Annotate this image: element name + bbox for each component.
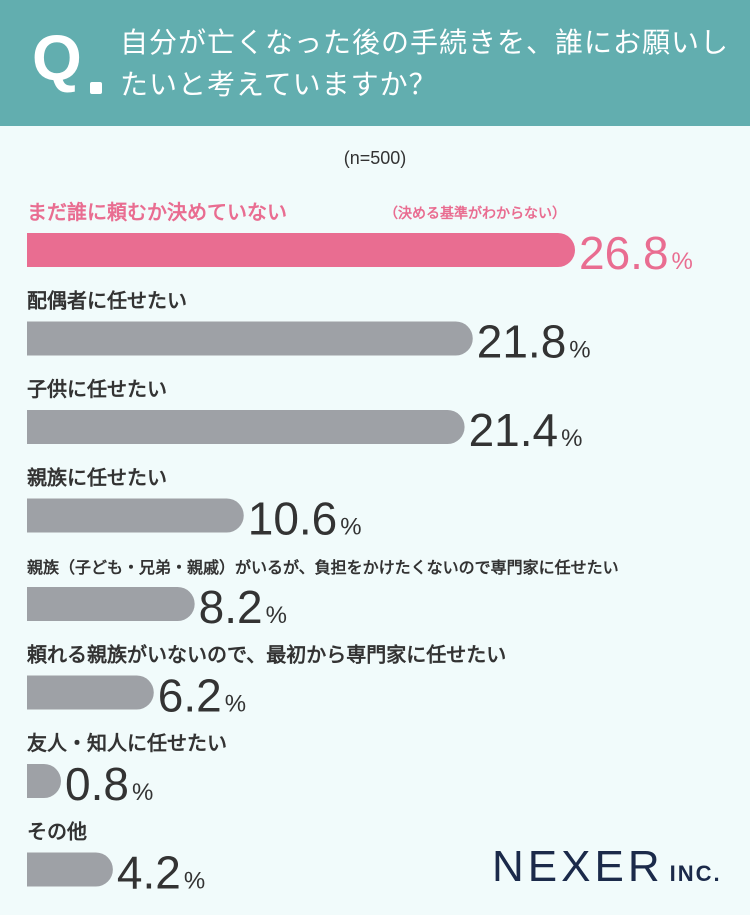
category-label: 親族に任せたい — [27, 466, 167, 490]
category-label: 頼れる親族がいないので、最初から専門家に任せたい — [27, 643, 506, 667]
category-label: 友人・知人に任せたい — [27, 731, 227, 755]
bar — [27, 498, 244, 533]
value-label: 26.8% — [579, 227, 693, 279]
category-note: （決める基準がわからない） — [384, 205, 566, 222]
value-label: 6.2% — [158, 670, 246, 722]
brand-name: NEXER — [492, 842, 664, 891]
bar — [27, 675, 154, 710]
category-label: 配偶者に任せたい — [27, 289, 187, 313]
category-label: 親族（子ども・兄弟・親戚）がいるが、負担をかけたくないので専門家に任せたい — [27, 558, 619, 577]
question-header: Q 自分が亡くなった後の手続きを、誰にお願いしたいと考えていますか？ — [0, 0, 750, 126]
category-label: まだ誰に頼むか決めていない — [27, 200, 287, 224]
value-label: 8.2% — [199, 581, 287, 633]
question-dot — [90, 82, 102, 94]
value-label: 21.8% — [477, 316, 591, 368]
bar — [27, 764, 61, 798]
value-label: 21.4% — [469, 404, 583, 456]
value-label: 4.2% — [117, 847, 205, 899]
question-mark: Q — [32, 22, 82, 94]
bar — [27, 852, 113, 887]
brand-logo: NEXER INC. — [492, 842, 722, 892]
value-label: 0.8% — [65, 758, 153, 810]
sample-size: (n=500) — [343, 148, 407, 168]
question-text: 自分が亡くなった後の手続きを、誰にお願いしたいと考えていますか？ — [120, 26, 730, 101]
bar — [27, 587, 195, 621]
bar — [27, 321, 473, 356]
category-label: 子供に任せたい — [27, 377, 167, 401]
bar — [27, 233, 575, 267]
value-label: 10.6% — [248, 493, 362, 545]
category-label: その他 — [27, 820, 87, 844]
bar — [27, 410, 465, 444]
brand-suffix: INC. — [669, 861, 722, 886]
